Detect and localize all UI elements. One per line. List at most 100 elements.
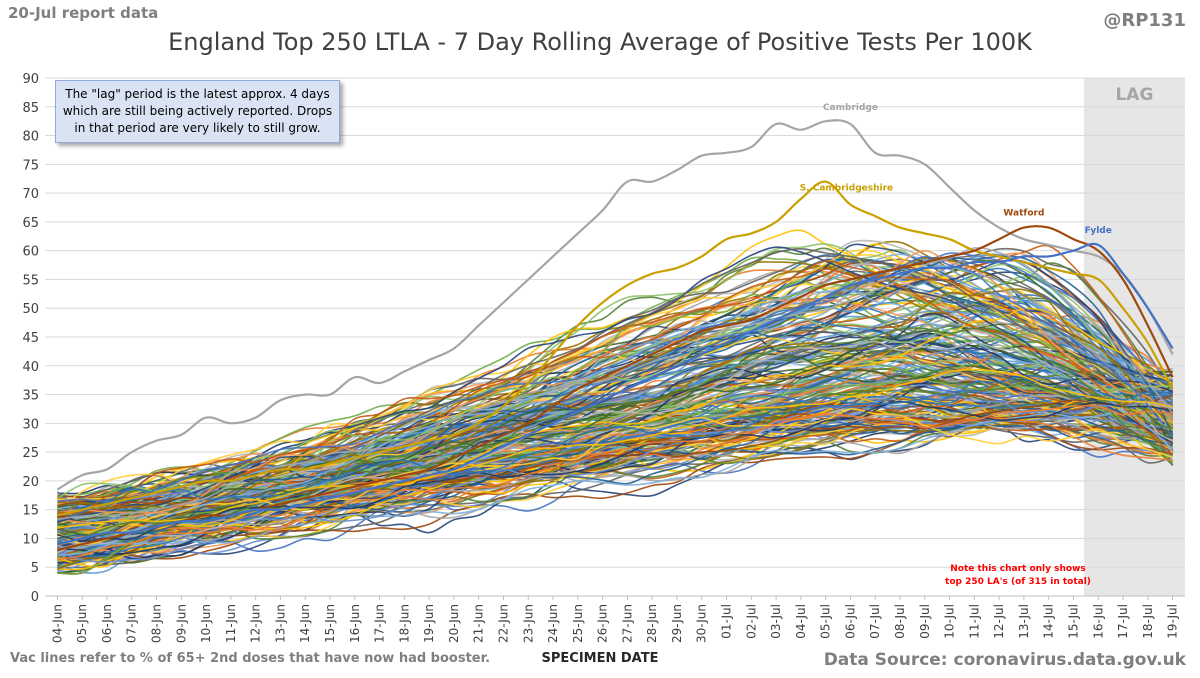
series-line-s-cambridgeshire [57, 180, 1174, 517]
series-line-fylde [57, 242, 1174, 546]
y-tick-label: 85 [22, 101, 39, 116]
x-tick-label: 17-Jun [373, 604, 387, 643]
x-tick-label: 02-Jul [744, 604, 758, 639]
series-line [57, 250, 1174, 514]
series-line [56, 334, 1173, 512]
x-tick-label: 23-Jun [521, 604, 535, 643]
note-line-2: top 250 LA's (of 315 in total) [945, 577, 1091, 587]
x-tick-label: 03-Jul [769, 604, 783, 639]
x-tick-label: 16-Jun [348, 604, 362, 643]
series-line [57, 307, 1173, 540]
series-line [57, 247, 1174, 521]
x-tick-label: 15-Jun [323, 604, 337, 643]
x-tick-label: 25-Jun [571, 604, 585, 643]
series-line [57, 359, 1173, 509]
series-line [57, 329, 1174, 537]
series-line [57, 288, 1174, 517]
series-line [57, 408, 1173, 545]
x-tick-label: 08-Jul [893, 604, 907, 639]
series-line [57, 404, 1173, 561]
series-label: Cambridge [823, 103, 878, 113]
x-tick-label: 15-Jul [1066, 604, 1080, 639]
series-line [57, 321, 1174, 546]
series-line [57, 336, 1173, 524]
x-tick-label: 10-Jun [199, 604, 213, 643]
x-tick-label: 20-Jun [447, 604, 461, 643]
series-line-cambridge [56, 119, 1174, 491]
x-tick-label: 04-Jul [794, 604, 808, 639]
report-date-label: 20-Jul report data [8, 4, 159, 22]
series-line [57, 400, 1173, 542]
x-tick-label: 05-Jun [75, 604, 89, 643]
x-tick-label: 14-Jun [298, 604, 312, 643]
x-tick-label: 12-Jun [249, 604, 263, 643]
x-tick-label: 09-Jun [174, 604, 188, 643]
x-tick-label: 19-Jul [1166, 604, 1180, 639]
y-tick-label: 65 [22, 216, 39, 231]
series-line [57, 247, 1174, 552]
highlight-series-lines [56, 119, 1174, 552]
y-tick-label: 90 [22, 72, 39, 87]
series-label: S. Cambridgeshire [800, 184, 893, 194]
y-tick-label: 70 [22, 187, 39, 202]
y-tick-label: 5 [31, 561, 39, 576]
x-tick-label: 11-Jul [967, 604, 981, 639]
series-line [57, 368, 1173, 529]
x-tick-label: 09-Jul [918, 604, 932, 639]
x-tick-label: 10-Jul [943, 604, 957, 639]
y-tick-label: 45 [22, 331, 39, 346]
x-tick-label: 07-Jun [125, 604, 139, 643]
x-tick-label: 26-Jun [596, 604, 610, 643]
series-line [57, 260, 1174, 514]
x-tick-label: 19-Jun [422, 604, 436, 643]
x-tick-label: 13-Jun [273, 604, 287, 643]
bulk-series-lines [56, 229, 1174, 575]
x-tick-label: 04-Jun [50, 604, 64, 643]
series-line [57, 263, 1174, 545]
y-tick-label: 60 [22, 245, 39, 260]
series-line [57, 246, 1173, 524]
vac-note: Vac lines refer to % of 65+ 2nd doses th… [10, 651, 491, 666]
series-line [57, 346, 1174, 550]
x-tick-label: 27-Jun [620, 604, 634, 643]
x-tick-label: 06-Jul [843, 604, 857, 639]
x-tick-label: 16-Jul [1091, 604, 1105, 639]
y-tick-label: 75 [22, 158, 39, 173]
y-tick-label: 30 [22, 417, 39, 432]
data-source: Data Source: coronavirus.data.gov.uk [823, 650, 1186, 670]
series-line [57, 386, 1174, 557]
series-line [57, 327, 1173, 546]
y-tick-label: 10 [22, 532, 39, 547]
x-tick-label: 18-Jul [1141, 604, 1155, 639]
x-tick-label: 29-Jun [670, 604, 684, 643]
series-line [57, 384, 1173, 563]
x-tick-label: 13-Jul [1017, 604, 1031, 639]
x-tick-label: 14-Jul [1042, 604, 1056, 639]
x-tick-label: 21-Jun [472, 604, 486, 643]
series-line [57, 255, 1174, 544]
x-tick-label: 08-Jun [150, 604, 164, 643]
note: Note this chart only shows top 250 LA's (… [945, 564, 1091, 587]
x-tick-label: 06-Jun [100, 604, 114, 643]
y-tick-label: 35 [22, 389, 39, 404]
y-tick-label: 0 [31, 590, 39, 605]
x-tick-label: 05-Jul [819, 604, 833, 639]
x-tick-label: 30-Jun [695, 604, 709, 643]
lag-info-box: The "lag" period is the latest approx. 4… [55, 80, 340, 143]
x-tick-label: 12-Jul [992, 604, 1006, 639]
series-line [57, 255, 1174, 503]
chart-title: England Top 250 LTLA - 7 Day Rolling Ave… [168, 28, 1032, 56]
series-line [57, 289, 1174, 557]
series-label: Fylde [1085, 226, 1112, 236]
x-axis-label: SPECIMEN DATE [541, 651, 659, 666]
x-tick-label: 28-Jun [645, 604, 659, 643]
axes: 0 5 10 15 20 25 30 35 40 45 50 55 60 65 70 75 80 85 90 04-J… [22, 72, 1185, 643]
note-line-1: Note this chart only shows [950, 564, 1086, 574]
series-labels: Cambridge S. Cambridgeshire Watford Fylde [800, 103, 1112, 236]
series-line [57, 374, 1173, 522]
x-tick-label: 07-Jul [868, 604, 882, 639]
lag-label: LAG [1115, 85, 1153, 105]
y-tick-label: 80 [22, 130, 39, 145]
y-tick-label: 40 [22, 360, 39, 375]
